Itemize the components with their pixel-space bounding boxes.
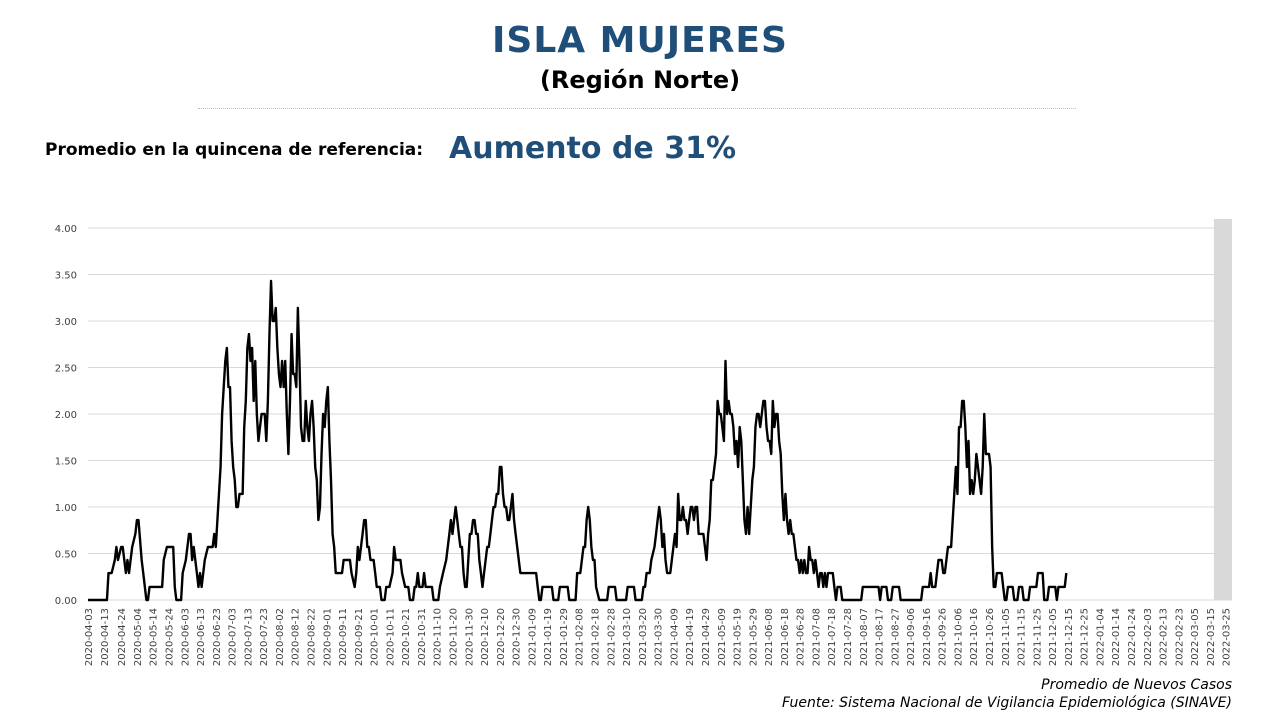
- x-tick-label: 2020-10-01: [370, 608, 381, 666]
- x-tick-label: 2021-12-25: [1080, 608, 1091, 666]
- shaded-region-layer: [1213, 219, 1232, 600]
- gridlines-layer: [88, 227, 1232, 601]
- x-tick-label: 2021-08-27: [890, 608, 901, 666]
- x-tick-label: 2020-04-24: [117, 608, 128, 666]
- x-tick-label: 2020-07-03: [228, 608, 239, 666]
- x-tick-label: 2021-11-05: [1001, 608, 1012, 666]
- x-tick-label: 2020-05-04: [133, 608, 144, 666]
- x-tick-label: 2020-08-12: [291, 608, 302, 666]
- reference-label: Promedio en la quincena de referencia:: [45, 140, 424, 160]
- y-tick-label: 2.50: [55, 364, 77, 375]
- x-tick-label: 2020-06-03: [180, 608, 191, 666]
- x-tick-label: 2020-12-30: [512, 608, 523, 666]
- page-subtitle: (Región Norte): [539, 66, 741, 94]
- x-tick-label: 2020-10-11: [385, 608, 396, 666]
- x-tick-label: 2021-10-06: [953, 608, 964, 666]
- y-tick-label: 1.00: [55, 503, 77, 514]
- x-tick-label: 2022-03-25: [1222, 608, 1233, 666]
- y-tick-label: 1.50: [55, 457, 77, 468]
- x-tick-label: 2020-08-02: [275, 608, 286, 666]
- x-tick-label: 2020-11-10: [433, 608, 444, 666]
- x-tick-label: 2021-08-17: [875, 608, 886, 666]
- x-tick-label: 2021-06-08: [764, 608, 775, 666]
- x-tick-label: 2020-11-20: [449, 608, 460, 666]
- x-tick-label: 2021-04-09: [669, 608, 680, 666]
- x-tick-label: 2021-04-19: [685, 608, 696, 666]
- x-tick-label: 2021-05-09: [717, 608, 728, 666]
- x-tick-label: 2020-12-10: [480, 608, 491, 666]
- legend-note: Promedio de Nuevos Casos: [1041, 677, 1232, 693]
- title-divider: [198, 108, 1076, 109]
- x-tick-label: 2022-01-24: [1127, 608, 1138, 666]
- y-tick-label: 0.00: [55, 596, 77, 607]
- x-tick-label: 2020-06-13: [196, 608, 207, 666]
- x-tick-labels-layer: 2020-04-03 2020-04-13 2020-04-24 2020-05-04…: [84, 608, 1233, 666]
- x-tick-label: 2021-02-28: [606, 608, 617, 666]
- y-tick-label: 2.00: [55, 410, 77, 421]
- x-tick-label: 2021-06-28: [796, 608, 807, 666]
- x-tick-label: 2021-05-29: [748, 608, 759, 666]
- x-tick-label: 2021-09-26: [938, 608, 949, 666]
- x-tick-label: 2020-04-03: [84, 608, 95, 666]
- x-tick-label: 2020-07-13: [243, 608, 254, 666]
- series-line: [88, 279, 1068, 602]
- x-tick-label: 2020-10-21: [401, 608, 412, 666]
- x-tick-label: 2022-03-15: [1206, 608, 1217, 666]
- x-tick-label: 2020-05-14: [149, 608, 160, 666]
- x-tick-label: 2021-03-10: [622, 608, 633, 666]
- series-layer: [88, 279, 1068, 602]
- x-tick-label: 2021-01-29: [559, 608, 570, 666]
- x-tick-label: 2022-02-13: [1159, 608, 1170, 666]
- x-tick-label: 2021-07-28: [843, 608, 854, 666]
- x-tick-label: 2021-02-18: [591, 608, 602, 666]
- y-tick-label: 3.00: [55, 317, 77, 328]
- x-tick-label: 2021-03-30: [654, 608, 665, 666]
- x-tick-label: 2020-12-20: [496, 608, 507, 666]
- x-tick-label: 2020-11-30: [464, 608, 475, 666]
- x-tick-label: 2020-09-01: [322, 608, 333, 666]
- x-tick-label: 2021-08-07: [859, 608, 870, 666]
- x-tick-label: 2021-04-29: [701, 608, 712, 666]
- x-tick-label: 2022-02-03: [1143, 608, 1154, 666]
- x-tick-label: 2021-05-19: [733, 608, 744, 666]
- x-tick-label: 2021-10-26: [985, 608, 996, 666]
- x-tick-label: 2021-11-15: [1017, 608, 1028, 666]
- x-tick-label: 2021-12-05: [1048, 608, 1059, 666]
- x-tick-label: 2021-12-15: [1064, 608, 1075, 666]
- x-tick-label: 2021-10-16: [969, 608, 980, 666]
- shaded-region: [1213, 219, 1232, 600]
- reference-value: Aumento de 31%: [449, 131, 737, 166]
- x-tick-label: 2021-09-06: [906, 608, 917, 666]
- x-tick-label: 2020-08-22: [306, 608, 317, 666]
- x-tick-label: 2020-09-11: [338, 608, 349, 666]
- x-tick-label: 2020-04-13: [100, 608, 111, 666]
- x-tick-label: 2022-01-04: [1095, 608, 1106, 666]
- x-tick-label: 2021-11-25: [1032, 608, 1043, 666]
- y-tick-label: 0.50: [55, 550, 77, 561]
- x-tick-label: 2021-01-19: [543, 608, 554, 666]
- x-tick-label: 2021-02-08: [575, 608, 586, 666]
- x-tick-label: 2020-07-23: [259, 608, 270, 666]
- y-tick-label: 4.00: [55, 224, 77, 235]
- x-tick-label: 2020-10-31: [417, 608, 428, 666]
- x-tick-label: 2020-05-24: [164, 608, 175, 666]
- x-tick-label: 2021-01-09: [527, 608, 538, 666]
- x-tick-label: 2021-03-20: [638, 608, 649, 666]
- x-tick-label: 2021-06-18: [780, 608, 791, 666]
- x-tick-label: 2021-07-18: [827, 608, 838, 666]
- x-tick-label: 2022-01-14: [1111, 608, 1122, 666]
- page-title: ISLA MUJERES: [492, 20, 788, 61]
- x-tick-label: 2022-03-05: [1190, 608, 1201, 666]
- x-tick-label: 2020-06-23: [212, 608, 223, 666]
- source-note: Fuente: Sistema Nacional de Vigilancia E…: [782, 695, 1232, 711]
- x-tick-label: 2021-09-16: [922, 608, 933, 666]
- y-tick-label: 3.50: [55, 271, 77, 282]
- y-tick-labels-layer: 0.00 0.50 1.00 1.50 2.00 2.50 3.00 3.50 4.00: [55, 224, 77, 607]
- x-tick-label: 2021-07-08: [811, 608, 822, 666]
- x-tick-label: 2020-09-21: [354, 608, 365, 666]
- x-tick-label: 2022-02-23: [1174, 608, 1185, 666]
